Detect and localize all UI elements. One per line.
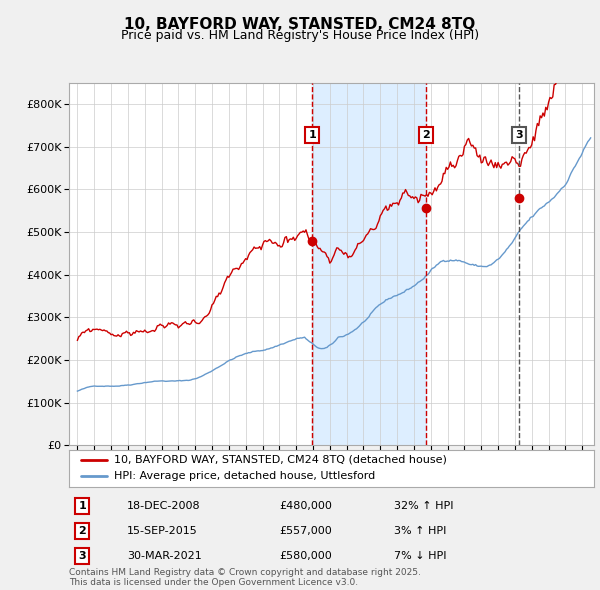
Text: HPI: Average price, detached house, Uttlesford: HPI: Average price, detached house, Uttl…	[113, 471, 375, 481]
Text: 3: 3	[515, 130, 523, 140]
Text: £557,000: £557,000	[279, 526, 332, 536]
Text: 1: 1	[308, 130, 316, 140]
Text: 30-MAR-2021: 30-MAR-2021	[127, 551, 202, 561]
Text: 2: 2	[422, 130, 430, 140]
Bar	[313, 83, 426, 445]
Text: 15-SEP-2015: 15-SEP-2015	[127, 526, 197, 536]
Text: 32% ↑ HPI: 32% ↑ HPI	[395, 501, 454, 511]
Text: Contains HM Land Registry data © Crown copyright and database right 2025.
This d: Contains HM Land Registry data © Crown c…	[69, 568, 421, 587]
Text: 1: 1	[78, 501, 86, 511]
Text: 10, BAYFORD WAY, STANSTED, CM24 8TQ (detached house): 10, BAYFORD WAY, STANSTED, CM24 8TQ (det…	[113, 455, 446, 465]
Text: £580,000: £580,000	[279, 551, 332, 561]
Text: 3% ↑ HPI: 3% ↑ HPI	[395, 526, 447, 536]
Text: Price paid vs. HM Land Registry's House Price Index (HPI): Price paid vs. HM Land Registry's House …	[121, 30, 479, 42]
Text: 7% ↓ HPI: 7% ↓ HPI	[395, 551, 447, 561]
Text: 2: 2	[78, 526, 86, 536]
Text: 10, BAYFORD WAY, STANSTED, CM24 8TQ: 10, BAYFORD WAY, STANSTED, CM24 8TQ	[124, 17, 476, 31]
Text: £480,000: £480,000	[279, 501, 332, 511]
Text: 18-DEC-2008: 18-DEC-2008	[127, 501, 200, 511]
Text: 3: 3	[79, 551, 86, 561]
